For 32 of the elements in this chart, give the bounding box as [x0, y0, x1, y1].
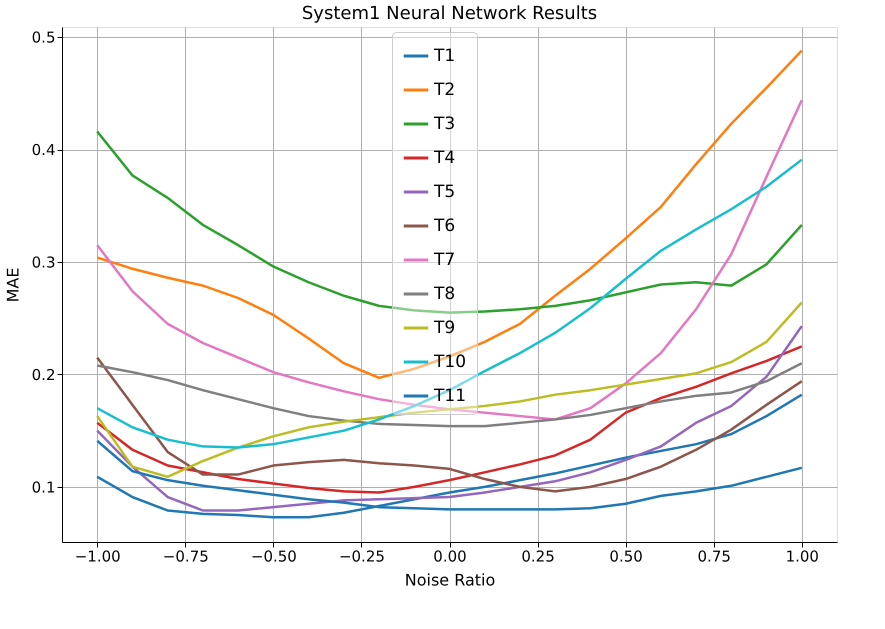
legend-label: T4	[433, 148, 456, 168]
y-tick-label: 0.2	[32, 366, 56, 384]
x-tick-label: −0.75	[162, 548, 209, 566]
x-tick-label: −1.00	[74, 548, 121, 566]
x-tick-label: 0.25	[521, 548, 555, 566]
line-series	[96, 49, 804, 380]
legend-label: T7	[433, 250, 456, 270]
legend-label: T1	[433, 46, 456, 66]
line-series	[96, 130, 804, 314]
y-tick-label: 0.5	[32, 28, 56, 47]
x-tick-label: 0.00	[433, 548, 467, 566]
line-series	[96, 301, 804, 478]
x-tick-label: 0.50	[609, 548, 643, 566]
x-axis-title: Noise Ratio	[404, 570, 496, 590]
x-tick-label: 1.00	[786, 548, 819, 566]
y-axis-title: MAE	[4, 268, 23, 302]
x-tick-label: 0.75	[698, 548, 731, 566]
legend-label: T2	[433, 80, 456, 100]
x-tick-label: −0.25	[338, 548, 385, 566]
legend-label: T3	[433, 114, 456, 134]
legend-label: T9	[433, 318, 456, 338]
legend-label: T8	[433, 284, 456, 304]
line-series	[96, 98, 804, 421]
y-tick-label: 0.3	[32, 254, 56, 272]
x-tick-label: −0.50	[250, 548, 297, 566]
y-tick-label: 0.1	[32, 478, 56, 496]
legend-label: T5	[433, 182, 456, 202]
legend-label: T11	[433, 386, 466, 406]
legend-label: T6	[433, 216, 456, 236]
legend-label: T10	[433, 352, 466, 372]
y-tick-label: 0.4	[32, 141, 56, 160]
chart-title: System1 Neural Network Results	[302, 3, 598, 24]
